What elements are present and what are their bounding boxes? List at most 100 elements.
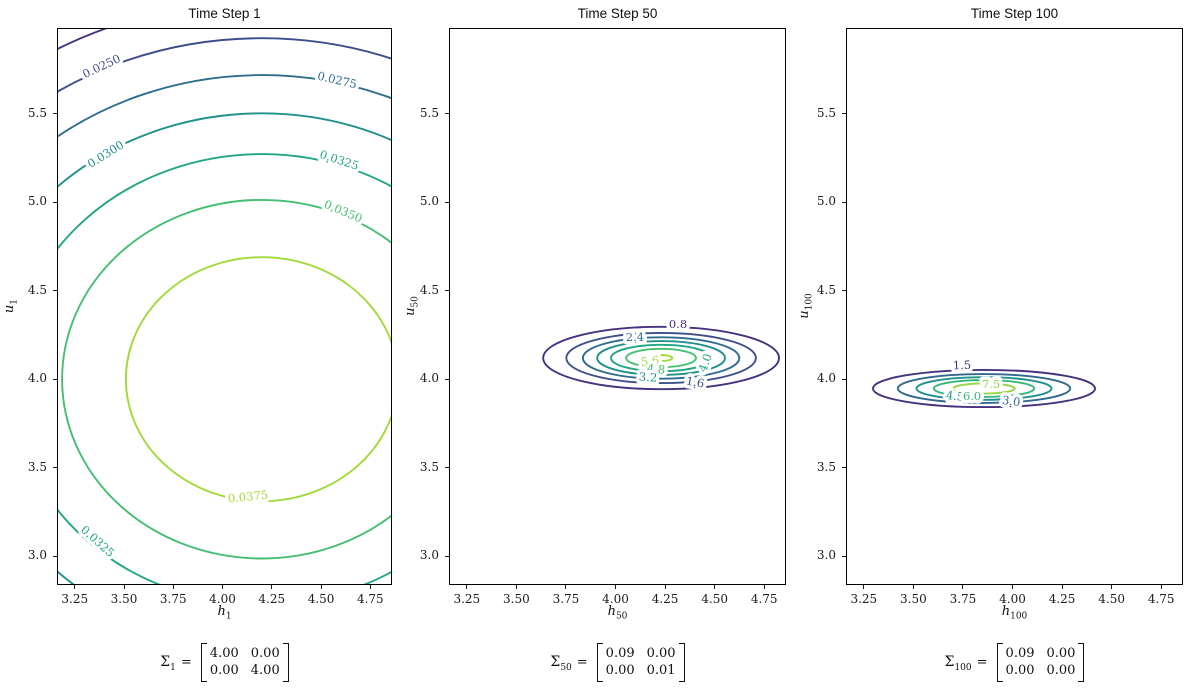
x-tick-label: 4.25 — [1048, 592, 1076, 606]
y-tick-label: 3.0 — [27, 548, 47, 562]
plot-area: 1.5 3.0 4.5 6.0 7.5 — [846, 28, 1183, 585]
x-tick-label: 4.00 — [602, 592, 629, 606]
y-axis-label-sub: 50 — [410, 296, 421, 308]
matrix-bracket-left — [200, 642, 207, 682]
contour-label: 2.4 — [626, 330, 644, 344]
matrix-cell: 4.00 — [209, 646, 239, 661]
tick-mark — [74, 585, 76, 589]
x-tick-label: 3.75 — [159, 592, 187, 606]
tick-mark — [445, 555, 449, 557]
y-tick-label: 5.0 — [27, 194, 47, 209]
x-axis-label: h100 — [846, 603, 1183, 622]
y-tick-label: 4.0 — [27, 371, 47, 386]
contour-label: 4.5 — [945, 388, 965, 404]
y-axis-label-base: u — [403, 307, 418, 316]
matrix-bracket-left — [596, 642, 603, 682]
contour-line — [610, 343, 713, 373]
plot-area: 0.0250 0.0275 0.0300 0.0325 0.0350 0.0375 0.03… — [57, 28, 392, 585]
x-tick-label: 4.25 — [651, 592, 679, 606]
contour-line — [61, 199, 392, 560]
tick-mark — [445, 201, 449, 203]
contour-line — [57, 28, 110, 51]
axes-frame — [449, 28, 786, 585]
x-axis-label-sub: 50 — [615, 611, 628, 622]
x-tick-label: 3.75 — [949, 592, 977, 606]
y-tick-label: 5.5 — [816, 105, 836, 120]
matrix-cell: 0.00 — [646, 646, 676, 661]
y-tick-label: 3.0 — [419, 548, 439, 562]
sigma-symbol: Σ 100 = — [944, 654, 988, 673]
tick-mark — [369, 585, 371, 589]
plot-area: 0.8 2.4 5.6 4.8 3.2 1.6 4.0 — [449, 28, 786, 585]
x-tick-label: 4.50 — [701, 592, 728, 606]
x-tick-label: 3.50 — [110, 592, 138, 606]
sigma-symbol: Σ 50 = — [550, 654, 588, 673]
tick-mark — [445, 113, 449, 115]
tick-mark — [763, 585, 765, 589]
tick-mark — [912, 585, 914, 589]
tick-mark — [123, 585, 125, 589]
x-tick-label: 3.50 — [900, 592, 927, 606]
y-tick-label: 5.5 — [27, 105, 47, 120]
tick-mark — [842, 467, 846, 469]
y-tick-label: 4.5 — [816, 282, 836, 297]
x-tick-label: 3.75 — [552, 592, 580, 606]
x-tick-label: 4.50 — [1098, 592, 1125, 606]
tick-mark — [445, 378, 449, 380]
tick-mark — [172, 585, 174, 589]
tick-mark — [445, 467, 449, 469]
contour-label: 0.8 — [669, 317, 687, 331]
y-tick-label: 5.0 — [419, 194, 439, 209]
tick-mark — [53, 555, 57, 557]
contour-line — [124, 256, 392, 503]
x-tick-label: 3.50 — [503, 592, 530, 606]
contour-label: 0.0300 — [85, 138, 127, 171]
y-tick-label: 3.5 — [816, 459, 836, 474]
contour-line — [57, 74, 392, 139]
y-axis-label-base: u — [2, 304, 17, 314]
matrix-cell: 0.00 — [250, 646, 280, 661]
contour-label: 0.0275 — [316, 69, 358, 92]
x-axis-label-base: h — [607, 604, 616, 619]
tick-mark — [1111, 585, 1113, 589]
matrix-cell: 0.00 — [1046, 663, 1076, 678]
contour-label: 0.0350 — [322, 197, 365, 226]
contour-plot: 0.8 2.4 5.64.83.2 1.64.0 — [449, 28, 786, 585]
y-tick-label: 4.0 — [419, 371, 439, 386]
x-tick-label: 4.00 — [999, 592, 1026, 606]
x-tick-label: 3.25 — [453, 592, 481, 606]
x-axis-label: h50 — [449, 603, 786, 622]
x-axis-label-sub: 1 — [225, 611, 232, 622]
tick-mark — [1061, 585, 1063, 589]
x-tick-label: 4.50 — [307, 592, 335, 606]
matrix-cell: 0.00 — [605, 663, 635, 678]
matrix-values: 0.09 0.00 0.00 0.01 — [606, 645, 676, 679]
matrix-cell: 0.00 — [1046, 646, 1076, 661]
contour-line — [57, 112, 392, 585]
axes-frame — [846, 28, 1183, 585]
tick-mark — [664, 585, 666, 589]
contour-label: 4.0 — [695, 352, 714, 374]
matrix-bracket-right — [678, 642, 685, 682]
contour-line — [896, 373, 1072, 404]
tick-mark — [565, 585, 567, 589]
covariance-annotation: Σ 100 = 0.09 0.00 0.00 0.00 — [846, 641, 1183, 683]
contour-line — [932, 379, 1036, 398]
contour-line — [57, 153, 392, 585]
covariance-annotation: Σ 1 = 4.00 0.00 0.00 4.00 — [57, 641, 392, 683]
matrix-values: 4.00 0.00 0.00 4.00 — [210, 645, 280, 679]
y-tick-label: 5.5 — [419, 105, 439, 120]
matrix-cell: 0.01 — [646, 663, 676, 678]
tick-mark — [842, 113, 846, 115]
contour-line — [542, 325, 780, 391]
y-tick-label: 4.0 — [816, 371, 836, 386]
y-tick-label: 5.0 — [816, 194, 836, 209]
y-tick-label: 4.5 — [27, 282, 47, 297]
matrix-cell: 0.00 — [1005, 663, 1035, 678]
contour-line — [952, 382, 1016, 395]
tick-mark — [466, 585, 468, 589]
tick-mark — [53, 378, 57, 380]
tick-mark — [615, 585, 617, 589]
contour-line — [648, 354, 674, 362]
y-tick-label: 3.0 — [816, 548, 836, 562]
